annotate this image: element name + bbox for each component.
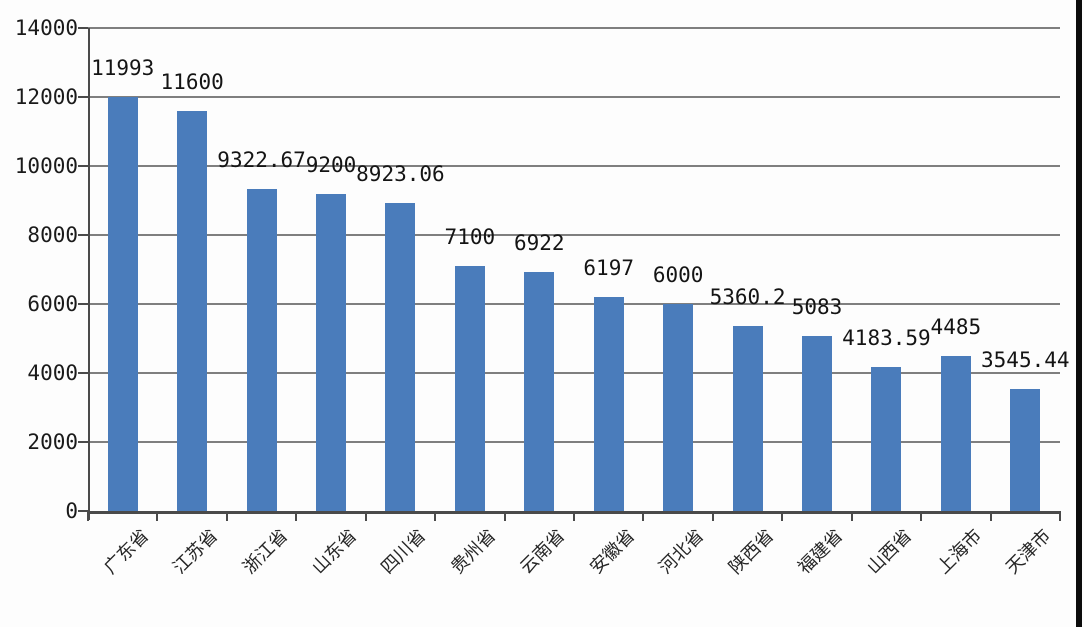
y-axis-tick [78,234,88,236]
x-axis-category-label: 山东省 [308,525,362,579]
y-axis-tick [78,441,88,443]
gridline [88,96,1060,98]
y-axis-tick [78,165,88,167]
right-edge-strip [1076,0,1082,627]
y-axis-tick [78,303,88,305]
bar-value-label: 11993 [91,56,155,81]
bar [454,266,485,511]
x-axis-category-label: 山西省 [863,525,917,579]
bar [1010,388,1041,511]
bar-value-label: 5360.2 [709,285,786,310]
gridline [88,303,1060,305]
bar [246,189,277,511]
y-axis-tick [78,510,88,512]
x-axis-tick [989,511,992,521]
gridline [88,234,1060,236]
x-axis-category-label: 安徽省 [585,525,639,579]
x-axis-category-label: 上海市 [932,525,986,579]
x-axis-tick [781,511,784,521]
y-axis-tick [78,372,88,374]
bar [663,304,694,511]
x-axis-category-label: 广东省 [99,525,153,579]
x-axis-category-label: 河北省 [655,525,709,579]
x-axis-category-label: 浙江省 [238,525,292,579]
x-axis-tick [642,511,645,521]
x-axis-tick [920,511,923,521]
bar [871,366,902,511]
y-axis-tick-label: 14000 [14,16,78,40]
bar [107,97,138,511]
bar [177,110,208,511]
x-axis-tick [503,511,506,521]
bar-value-label: 11600 [160,69,224,94]
bar-value-label: 7100 [444,225,496,250]
x-axis-category-label: 江苏省 [169,525,223,579]
bar-value-label: 4183.59 [842,325,931,350]
x-axis-tick [156,511,159,521]
x-axis-tick [573,511,575,521]
bar-value-label: 6922 [513,231,565,256]
x-axis-tick [87,511,89,521]
x-axis-tick [225,511,228,521]
y-axis-tick-label: 0 [65,499,78,523]
x-axis-category-label: 云南省 [516,525,570,579]
x-axis-tick [364,511,367,521]
x-axis-category-label: 四川省 [377,525,431,579]
bar [316,193,346,511]
x-axis-category-label: 天津市 [1002,525,1056,579]
bar-value-label: 6197 [583,256,634,281]
x-axis-tick [295,511,298,521]
gridline [88,372,1060,374]
x-axis-tick [711,511,714,521]
bar-value-label: 6000 [652,263,704,287]
bar [385,203,416,511]
x-axis-category-label: 陕西省 [724,525,778,579]
bar [802,335,832,511]
y-axis-tick [78,27,88,29]
x-axis-tick [434,511,437,521]
gridline [88,441,1060,443]
y-axis-tick-label: 2000 [27,430,78,454]
x-axis-category-label: 福建省 [794,525,848,579]
gridline [88,165,1060,167]
y-axis-tick [78,96,88,98]
bar-value-label: 9200 [305,152,357,177]
bar-value-label: 3545.44 [981,347,1070,372]
bar-value-label: 4485 [930,315,982,340]
bar [524,272,555,511]
bar [593,297,624,511]
y-axis-tick-label: 4000 [27,361,78,385]
y-axis-tick-label: 10000 [14,154,78,178]
y-axis-tick-label: 12000 [14,85,78,109]
x-axis-category-label: 贵州省 [446,525,500,579]
y-axis-line [88,28,90,520]
bar [732,326,763,511]
bar-value-label: 8923.06 [356,162,445,187]
x-axis-tick [850,511,853,521]
y-axis-tick-label: 6000 [27,292,78,316]
y-axis-tick-label: 8000 [27,223,78,247]
bar-value-label: 5083 [791,294,843,319]
gridline [88,27,1060,29]
x-axis-tick [1059,511,1061,521]
bar-value-label: 9322.67 [217,148,306,173]
bar [940,356,971,511]
